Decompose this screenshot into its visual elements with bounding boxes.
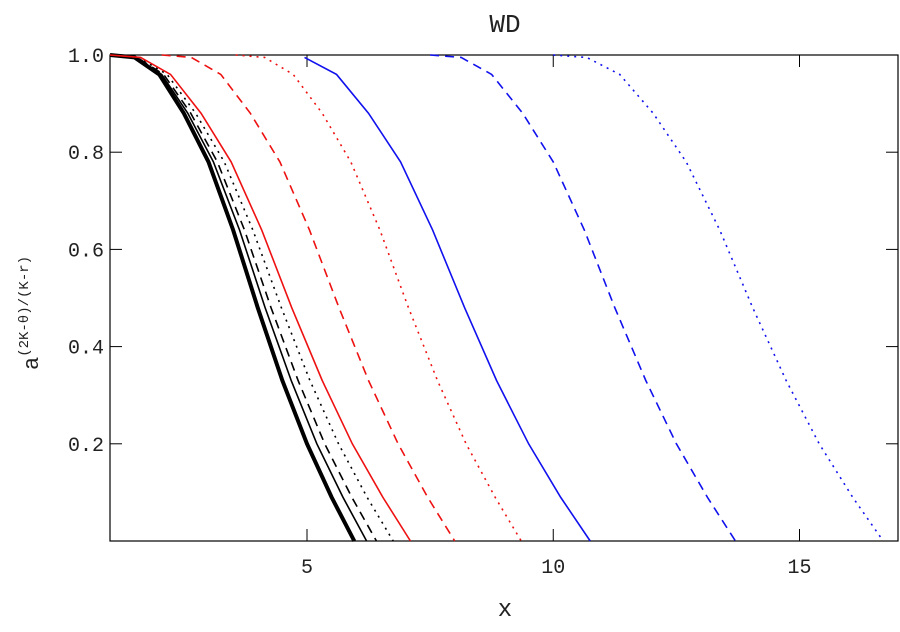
series-line — [109, 54, 368, 542]
y-axis-label: a(2K-θ)/(K-r) — [17, 256, 45, 370]
y-tick-label: 0.2 — [68, 435, 104, 458]
series-line — [553, 54, 884, 542]
series-line — [109, 54, 412, 542]
series-line — [109, 54, 378, 542]
series-line — [430, 54, 737, 542]
y-tick-label: 0.8 — [68, 143, 104, 166]
series-line — [304, 56, 591, 542]
x-tick-label: 15 — [787, 557, 811, 580]
y-label-base: a — [20, 357, 45, 370]
y-tick-label: 0.4 — [68, 338, 104, 361]
x-tick-label: 10 — [541, 557, 565, 580]
x-axis-label: x — [498, 597, 512, 624]
y-label-sup: (2K-θ)/(K-r) — [17, 256, 33, 357]
series-line — [109, 54, 394, 542]
plot-frame — [109, 54, 899, 542]
series-line — [109, 53, 357, 542]
y-tick-label: 1.0 — [68, 46, 104, 69]
y-axis-label-base: a(2K-θ)/(K-r) — [17, 256, 45, 370]
x-tick-label: 5 — [301, 557, 313, 580]
y-tick-label: 0.6 — [68, 240, 104, 263]
chart-title: WD — [489, 10, 520, 40]
series-line — [161, 54, 456, 542]
